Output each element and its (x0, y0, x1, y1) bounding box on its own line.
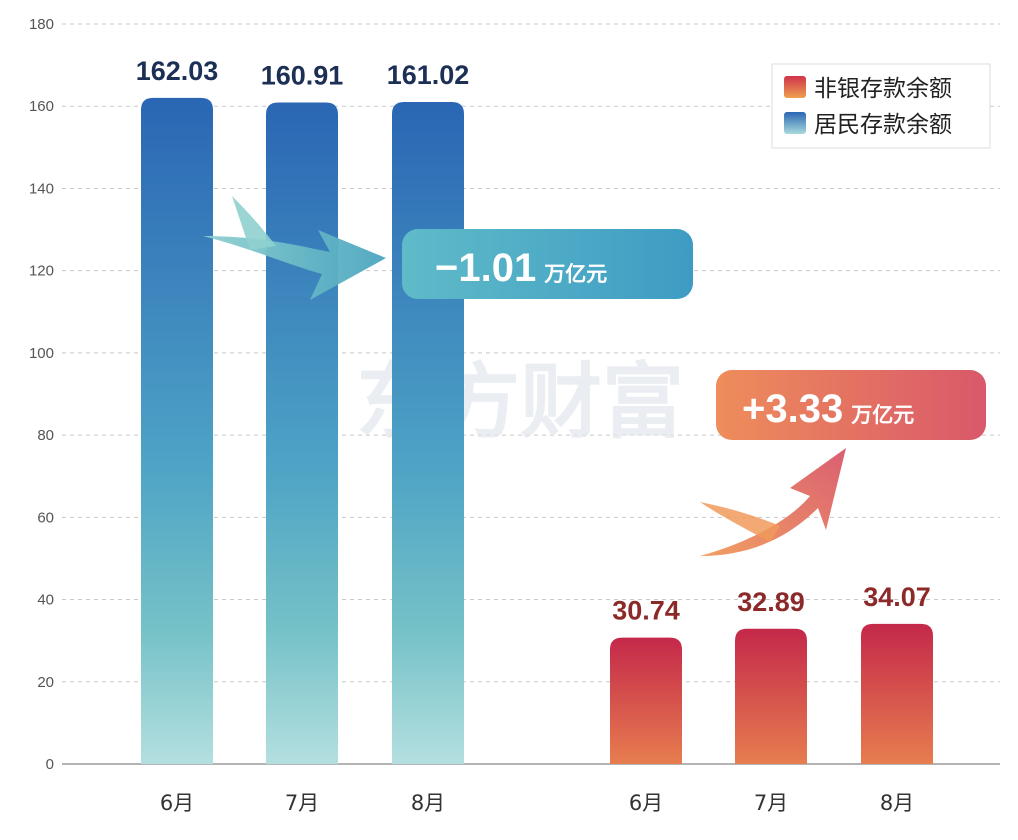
bar-nonbank-7 (735, 628, 807, 764)
y-tick-label: 20 (37, 674, 54, 691)
legend: 非银存款余额 居民存款余额 (771, 63, 991, 149)
increase-callout-text: +3.33 万亿元 (742, 387, 914, 431)
x-tick-label: 8月 (880, 791, 914, 815)
increase-callout: +3.33 万亿元 (700, 370, 986, 556)
x-axis-ticks: 6月 7月 8月 6月 7月 8月 (160, 791, 914, 815)
legend-box (771, 63, 991, 149)
bars (141, 97, 933, 765)
increase-arrow-icon (700, 448, 846, 556)
y-tick-label: 180 (29, 16, 54, 33)
x-tick-label: 7月 (285, 791, 319, 815)
y-tick-label: 100 (29, 345, 54, 362)
y-tick-label: 160 (29, 98, 54, 115)
y-tick-label: 40 (37, 592, 54, 609)
decrease-unit: 万亿元 (543, 262, 607, 286)
decrease-value: −1.01 (435, 246, 536, 290)
bar-household-8 (392, 102, 464, 765)
y-axis-ticks: 0 20 40 60 80 100 120 140 160 180 (29, 16, 54, 773)
y-tick-label: 140 (29, 180, 54, 197)
y-tick-label: 0 (46, 756, 54, 773)
bar-nonbank-6 (610, 637, 682, 764)
y-tick-label: 80 (37, 427, 54, 444)
value-label-nonbank-6: 30.74 (612, 596, 680, 626)
x-tick-label: 8月 (411, 791, 445, 815)
bar-household-7 (266, 102, 338, 765)
legend-swatch-household (784, 112, 806, 134)
increase-callout-box (716, 370, 986, 440)
legend-label-household: 居民存款余额 (814, 112, 952, 138)
increase-value: +3.33 (742, 387, 843, 431)
decrease-arrow-tail (232, 196, 276, 250)
y-tick-label: 120 (29, 263, 54, 280)
increase-unit: 万亿元 (850, 403, 914, 427)
y-tick-label: 60 (37, 509, 54, 526)
x-tick-label: 6月 (629, 791, 663, 815)
bar-household-6 (141, 97, 213, 765)
legend-swatch-nonbank (784, 76, 806, 98)
value-label-nonbank-7: 32.89 (737, 587, 805, 617)
x-tick-label: 6月 (160, 791, 194, 815)
value-label-household-7: 160.91 (261, 60, 344, 90)
decrease-arrow-icon (203, 230, 386, 300)
decrease-callout-text: −1.01 万亿元 (435, 246, 607, 290)
value-label-nonbank-8: 34.07 (863, 582, 931, 612)
x-tick-label: 7月 (754, 791, 788, 815)
legend-label-nonbank: 非银存款余额 (814, 76, 952, 102)
value-label-household-8: 161.02 (387, 60, 470, 90)
decrease-callout: −1.01 万亿元 (203, 196, 693, 300)
increase-arrow-tail (700, 502, 780, 542)
decrease-callout-box (402, 229, 693, 299)
bar-nonbank-8 (861, 623, 933, 764)
value-label-household-6: 162.03 (136, 56, 219, 86)
value-labels: 162.03 160.91 161.02 30.74 32.89 34.07 (136, 56, 931, 626)
